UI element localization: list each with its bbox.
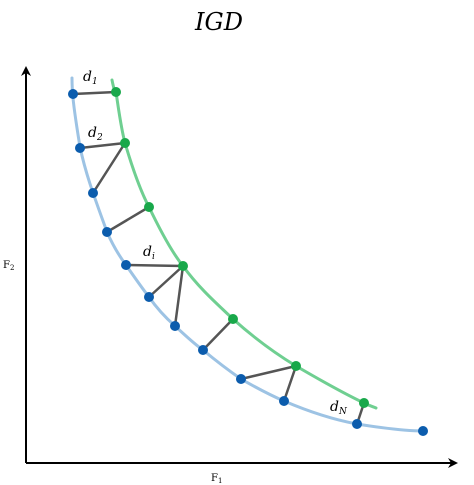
y-axis-label-base: F [3,260,10,271]
distance-link [147,264,185,299]
solution-point [359,398,369,408]
distance-link [173,264,185,328]
distance-link [282,364,298,403]
x-axis-label-sub: 1 [218,477,222,485]
distance-label-sub: 1 [92,77,98,87]
distance-label-base: d [83,69,92,85]
reference-point [236,374,246,384]
distance-label-sub: 2 [96,133,103,143]
x-axis-label-base: F [211,473,218,484]
distance-links [71,90,366,426]
solution-point [120,138,130,148]
reference-point [75,143,85,153]
distance-label-d1: d1 [83,69,98,87]
distance-label-base: d [143,244,152,260]
solution-point [291,361,301,371]
reference-points [68,89,428,436]
distance-link [124,263,185,268]
reference-point [68,89,78,99]
reference-point [170,321,180,331]
solution-point [228,314,238,324]
distance-label-base: d [330,399,339,415]
solution-point [144,202,154,212]
distance-link [78,141,127,150]
distance-label-di: di [143,244,155,262]
x-axis-label: F1 [211,473,222,485]
reference-point [88,188,98,198]
y-axis-label-sub: 2 [10,264,14,272]
distance-link [239,364,298,381]
solution-points [111,87,369,408]
solution-point [111,87,121,97]
distance-label-sub: i [152,252,155,262]
reference-point [352,419,362,429]
reference-point [279,396,289,406]
diagram-title: IGD [194,8,243,36]
distance-link [71,90,118,96]
distance-label-sub: N [338,407,348,417]
distance-link [105,205,151,234]
solution-point [178,261,188,271]
reference-point [418,426,428,436]
distance-label-d2: d2 [88,125,103,143]
distance-label-base: d [88,125,97,141]
reference-point [121,260,131,270]
distance-link [201,317,235,352]
reference-point [102,227,112,237]
reference-point [144,292,154,302]
distance-link [91,141,127,195]
distance-label-dn: dN [330,399,348,417]
y-axis-label: F2 [3,260,14,272]
reference-point [198,345,208,355]
